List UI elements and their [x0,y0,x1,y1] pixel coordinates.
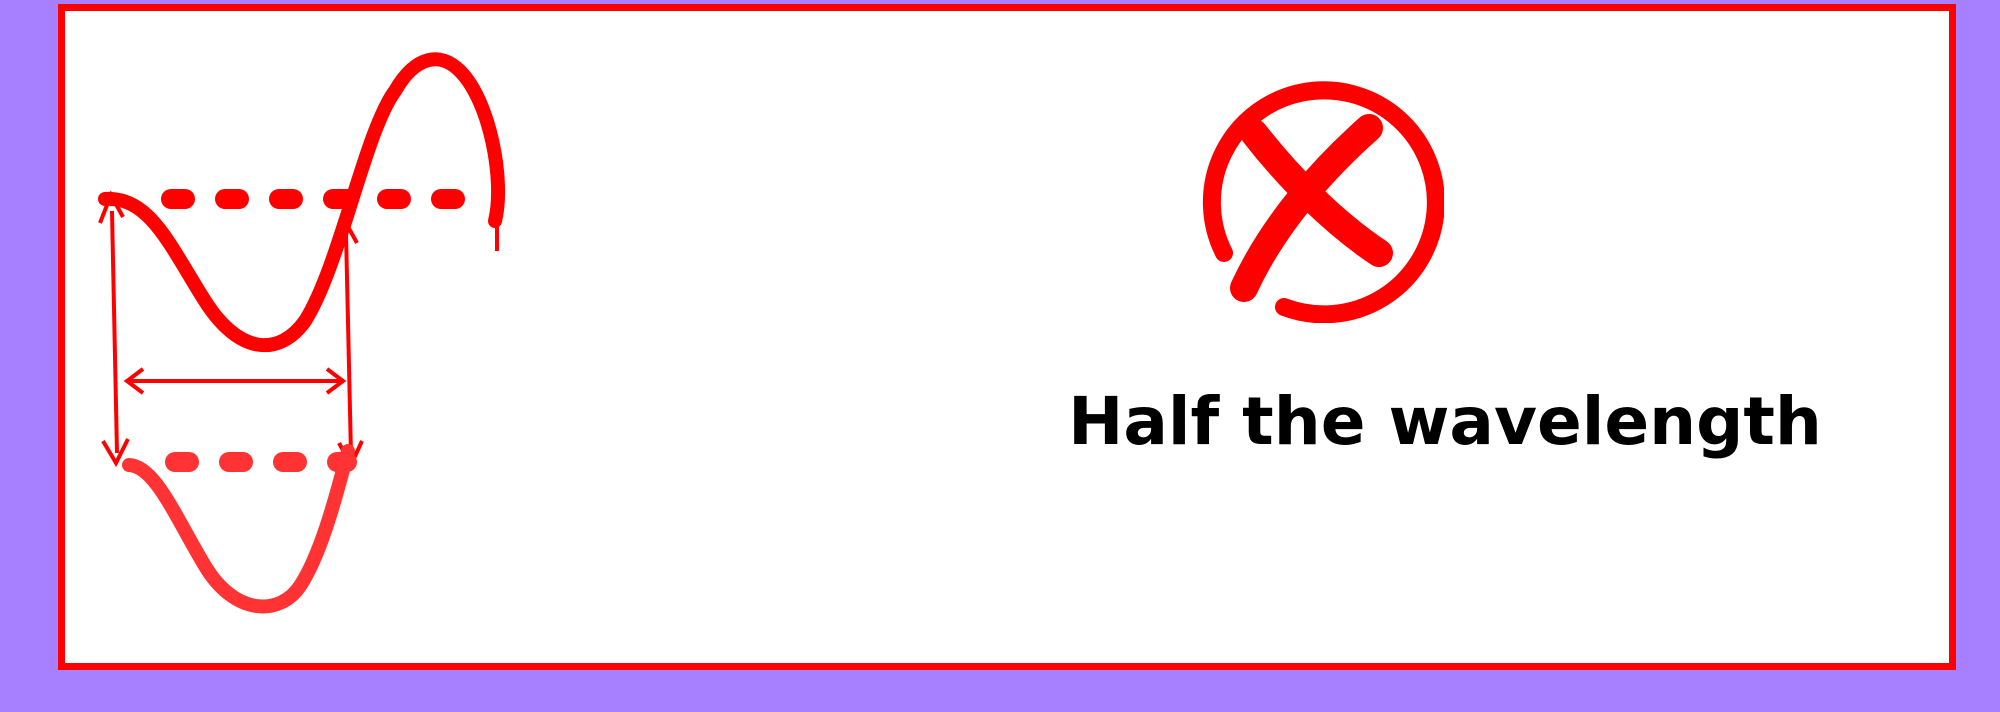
right-arrow-head-top [333,218,359,244]
left-arrow-head-bottom [101,438,130,468]
lower-wave [122,444,355,614]
wave-diagram [98,52,506,614]
horizontal-arrow-head-left [123,367,145,395]
horizontal-arrow-head-right [325,367,347,395]
content-card: Half the wavelength [58,4,1956,670]
left-vertical-arrow [110,210,119,454]
caption-text: Half the wavelength [1068,383,1822,460]
right-vertical-arrow [344,232,353,456]
cross-icon [1202,81,1444,323]
left-arrow-head-top [98,190,125,224]
